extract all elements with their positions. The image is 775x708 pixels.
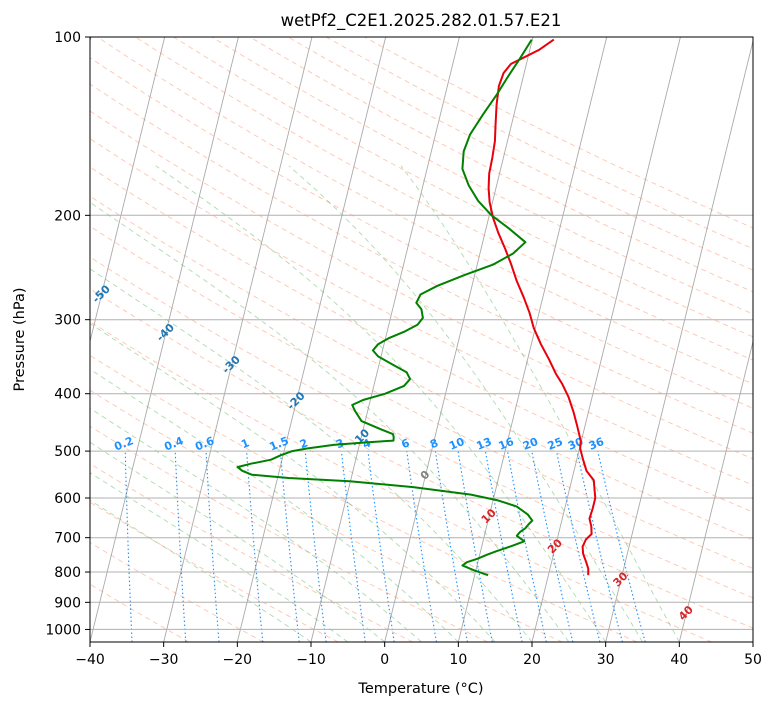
x-axis-title: Temperature (°C): [357, 681, 483, 697]
mixing-ratio-line: [340, 451, 366, 642]
dry-adiabat-lines: [90, 37, 753, 642]
mixing-ratio-label: 16: [497, 435, 516, 453]
dry-adiabat-line: [90, 57, 753, 409]
isotherm-line: [163, 37, 313, 642]
x-tick-label: −20: [223, 652, 253, 668]
moist-adiabat-line: [288, 165, 643, 642]
dry-adiabat-line: [90, 288, 753, 629]
y-tick-label: 100: [54, 30, 81, 46]
chart-title: wetPf2_C2E1.2025.282.01.57.E21: [281, 11, 562, 31]
dry-adiabat-line: [364, 37, 753, 229]
dry-adiabat-line: [135, 37, 753, 361]
dry-adiabat-line: [90, 83, 753, 434]
mixing-ratio-label: 10: [447, 435, 466, 453]
mixing-ratio-line: [457, 451, 493, 642]
mixing-ratio-label: 36: [587, 435, 606, 453]
x-tick-label: −10: [296, 652, 326, 668]
dry-adiabat-line: [90, 354, 638, 642]
moist-adiabat-line: [90, 268, 533, 642]
dry-adiabat-line: [90, 321, 712, 642]
isotherm-line: [90, 37, 239, 642]
dry-adiabat-line: [90, 501, 339, 642]
mixing-ratio-label: 8: [428, 436, 440, 451]
y-tick-label: 600: [54, 491, 81, 507]
x-axis: −40 −30 −20 −10 0 10 20 30 40 50: [75, 642, 762, 668]
y-axis: 100 200 300 400 500 600 700 800 900 1000: [45, 30, 90, 638]
temperature-trace: [487, 38, 597, 576]
mixing-ratio-line: [506, 450, 547, 642]
isotherm-line: [236, 37, 387, 642]
mixing-ratio-line: [597, 450, 646, 642]
x-tick-label: −30: [149, 652, 179, 668]
mixing-ratio-line: [434, 451, 469, 642]
isotherm-line: [605, 39, 753, 642]
y-tick-label: 900: [54, 595, 81, 611]
mixing-ratio-label: 1: [239, 436, 251, 451]
y-axis-title: Pressure (hPa): [12, 287, 28, 391]
dry-adiabat-line: [90, 463, 414, 642]
mixing-ratio-label: 13: [475, 435, 494, 453]
mixing-ratio-line: [555, 450, 601, 642]
y-tick-label: 1000: [45, 622, 81, 638]
moist-adiabat-line: [90, 368, 459, 642]
mixing-ratio-line: [576, 450, 623, 642]
isotherm-line: [457, 37, 608, 642]
mixing-ratio-label: 25: [546, 435, 565, 453]
mixing-ratio-label: 2: [298, 436, 310, 451]
x-tick-label: 50: [744, 652, 762, 668]
dry-adiabat-line: [287, 37, 753, 271]
mixing-ratio-line: [406, 451, 437, 642]
x-tick-label: 20: [523, 652, 541, 668]
dewpoint-trace: [236, 39, 534, 577]
mixing-ratio-line: [531, 450, 574, 642]
moist-adiabat-lines: [90, 165, 680, 642]
y-tick-label: 500: [54, 444, 81, 460]
y-tick-label: 800: [54, 565, 81, 581]
plot-area: 0.10.20.40.611.52346810131620253036-100-…: [90, 37, 753, 642]
dry-adiabat-line: [90, 225, 753, 569]
isotherm-line: [678, 339, 753, 642]
isotherm-lines: [90, 37, 753, 642]
isopleth-labels: 0.10.20.40.611.52346810131620253036-100-…: [90, 282, 696, 623]
moist-adiabat-line: [90, 441, 385, 642]
profile-traces: [236, 38, 597, 577]
moist-adiabat-line: [400, 165, 680, 642]
dry-adiabat-line: [249, 37, 753, 293]
isotherm-line: [531, 37, 681, 642]
y-tick-label: 200: [54, 208, 81, 224]
y-tick-label: 400: [54, 387, 81, 403]
x-tick-label: 40: [670, 652, 688, 668]
dry-adiabat-line: [90, 110, 753, 460]
y-tick-label: 300: [54, 313, 81, 329]
y-tick-label: 700: [54, 531, 81, 547]
moist-adiabat-line: [90, 201, 570, 642]
plot-frame: [89, 36, 754, 643]
x-tick-label: 30: [597, 652, 615, 668]
x-tick-label: −40: [75, 652, 105, 668]
mixing-ratio-line: [304, 451, 327, 642]
dry-adiabat-line: [173, 37, 753, 338]
x-tick-label: 0: [380, 652, 389, 668]
x-tick-label: 10: [449, 652, 467, 668]
moist-adiabat-line: [90, 407, 422, 642]
dry-adiabat-line: [90, 256, 753, 599]
isotherm-line: [384, 37, 534, 642]
moist-adiabat-line: [155, 165, 607, 642]
mixing-ratio-label: 20: [521, 435, 540, 453]
mixing-ratio-line: [484, 451, 523, 642]
moist-adiabat-line: [90, 472, 349, 642]
moist-adiabat-line: [90, 322, 496, 642]
